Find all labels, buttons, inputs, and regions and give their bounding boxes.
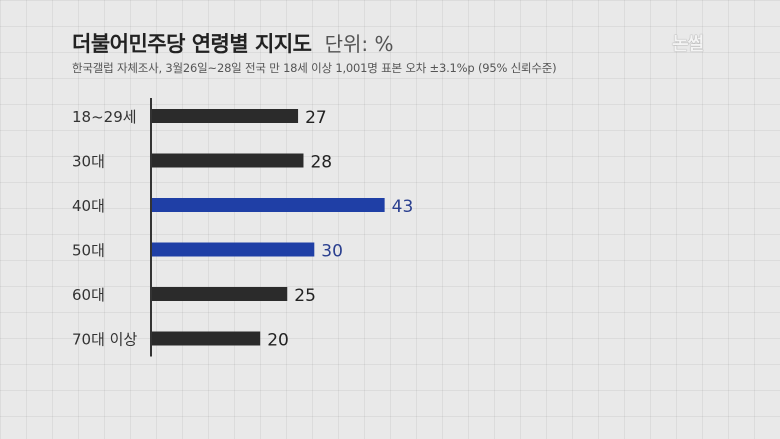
bar bbox=[152, 242, 315, 257]
data-label: 43 bbox=[392, 197, 414, 217]
unit-label: 단위: % bbox=[324, 32, 394, 56]
data-label: 28 bbox=[310, 153, 332, 173]
bar bbox=[152, 287, 288, 301]
data-label: 20 bbox=[267, 331, 289, 351]
broadcast-logo: 논썰 bbox=[672, 30, 732, 55]
data-label: 30 bbox=[321, 242, 343, 262]
bar bbox=[152, 109, 299, 123]
bar bbox=[152, 153, 304, 168]
bar bbox=[152, 198, 385, 212]
chart-title: 더불어민주당 연령별 지지도 bbox=[72, 32, 312, 56]
bar bbox=[152, 331, 261, 346]
category-label: 40대 bbox=[72, 197, 105, 215]
logo-text: 논썰 bbox=[672, 34, 704, 55]
title-row: 더불어민주당 연령별 지지도 단위: % bbox=[72, 28, 393, 58]
data-label: 27 bbox=[305, 108, 327, 128]
chart-subtitle: 한국갤럽 자체조사, 3월26일~28일 전국 만 18세 이상 1,001명 … bbox=[72, 61, 557, 75]
category-label: 60대 bbox=[72, 286, 105, 304]
data-label: 25 bbox=[294, 286, 316, 306]
category-label: 70대 이상 bbox=[72, 331, 137, 349]
category-label: 50대 bbox=[72, 242, 105, 260]
category-label: 30대 bbox=[72, 153, 105, 171]
category-label: 18~29세 bbox=[72, 108, 137, 126]
